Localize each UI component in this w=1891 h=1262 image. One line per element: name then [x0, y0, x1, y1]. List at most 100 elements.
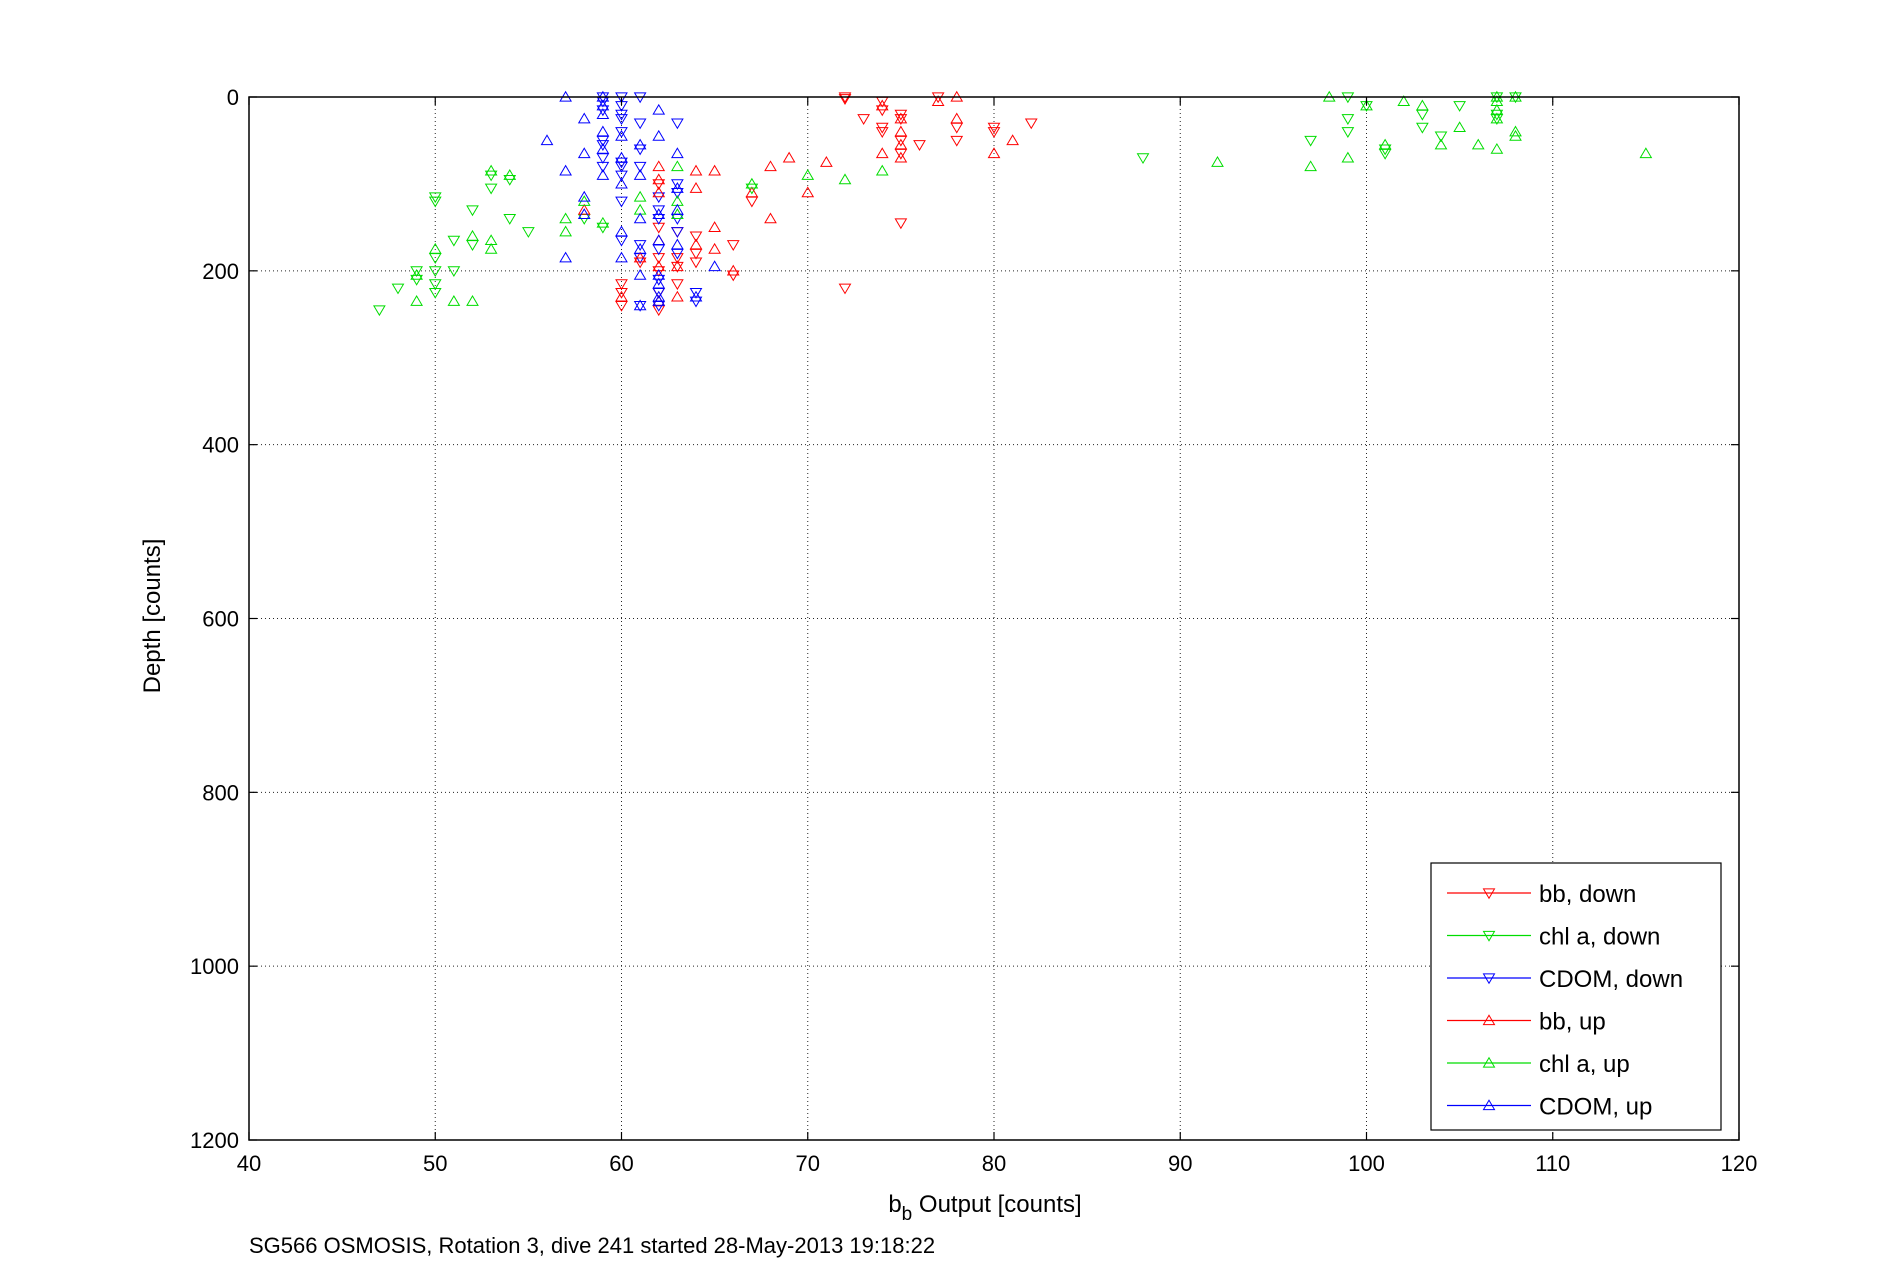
data-point — [671, 279, 684, 291]
y-tick-label: 1200 — [190, 1128, 239, 1153]
data-point — [615, 279, 628, 291]
data-point — [577, 147, 591, 159]
data-point — [689, 238, 703, 250]
legend-marker — [1482, 1014, 1496, 1026]
legend-marker — [1482, 973, 1496, 985]
data-point — [652, 173, 666, 185]
data-point — [596, 125, 610, 137]
data-point — [652, 214, 666, 225]
data-point — [633, 257, 647, 269]
data-point — [428, 266, 442, 278]
data-point — [596, 105, 610, 117]
x-axis-label-subscript: b — [902, 1204, 913, 1225]
data-point — [894, 114, 908, 125]
y-tick-label: 200 — [202, 259, 239, 284]
data-point — [671, 182, 684, 193]
data-point — [596, 222, 610, 234]
data-point — [652, 179, 666, 191]
data-point — [931, 95, 945, 106]
data-point — [671, 238, 684, 250]
data-point — [671, 118, 684, 130]
data-point — [894, 218, 908, 230]
legend-label: chl a, down — [1539, 924, 1660, 951]
data-point — [875, 105, 889, 117]
data-point — [1341, 151, 1355, 163]
data-point — [689, 290, 703, 302]
legend-entry: bb, down — [1447, 881, 1636, 908]
data-point — [1490, 112, 1504, 124]
data-point — [596, 161, 610, 173]
data-point — [633, 212, 647, 224]
data-point — [838, 173, 852, 185]
legend-label: CDOM, up — [1539, 1094, 1652, 1121]
data-point — [615, 127, 628, 138]
data-point — [652, 277, 666, 289]
series-6 — [540, 90, 721, 311]
legend-entry: chl a, up — [1447, 1051, 1630, 1078]
data-point — [1509, 129, 1522, 141]
data-point — [894, 125, 908, 137]
data-point — [652, 205, 666, 217]
data-point — [764, 212, 777, 224]
data-point — [559, 212, 572, 224]
data-point — [410, 268, 423, 280]
data-point — [857, 114, 870, 125]
data-point — [522, 227, 535, 238]
data-point — [615, 170, 628, 182]
x-tick-label: 40 — [237, 1151, 261, 1176]
data-point — [428, 242, 442, 254]
data-point — [838, 94, 852, 105]
data-points — [373, 90, 1653, 317]
data-point — [615, 177, 628, 189]
data-point — [708, 242, 721, 254]
data-point — [708, 221, 721, 232]
data-point — [875, 127, 889, 138]
data-point — [652, 103, 666, 115]
data-point — [1471, 138, 1485, 150]
data-point — [1397, 95, 1411, 106]
data-point — [671, 227, 684, 238]
data-point — [559, 251, 572, 263]
legend-label: CDOM, down — [1539, 966, 1683, 993]
data-point — [428, 196, 442, 208]
grid-lines — [249, 97, 1739, 1140]
data-point — [1453, 101, 1466, 112]
data-point — [596, 140, 610, 152]
data-point — [1378, 138, 1392, 150]
data-point — [875, 164, 889, 176]
legend-box — [1430, 862, 1722, 1131]
data-point — [615, 287, 628, 299]
data-point — [894, 138, 908, 150]
data-point — [801, 186, 815, 198]
data-point — [671, 147, 684, 159]
y-tick-label: 400 — [202, 433, 239, 458]
data-point — [484, 170, 498, 182]
data-point — [615, 290, 628, 302]
legend-label: bb, down — [1539, 881, 1636, 908]
data-point — [708, 164, 721, 176]
data-point — [745, 177, 759, 189]
data-point — [577, 203, 591, 215]
data-point — [708, 260, 721, 272]
data-point — [987, 147, 1001, 159]
legend-marker — [1482, 1099, 1496, 1111]
legend-marker — [1482, 888, 1496, 900]
data-point — [745, 186, 759, 198]
data-point — [466, 205, 479, 217]
data-point — [726, 270, 740, 282]
data-point — [782, 151, 796, 163]
data-point — [689, 296, 703, 308]
x-tick-label: 90 — [1168, 1151, 1192, 1176]
data-point — [671, 261, 684, 273]
data-point — [652, 290, 666, 302]
data-point — [410, 295, 423, 306]
y-tick-label: 600 — [202, 607, 239, 632]
data-point — [633, 138, 647, 150]
data-point — [1024, 118, 1038, 130]
data-point — [503, 174, 517, 186]
data-point — [671, 260, 684, 272]
data-point — [1434, 131, 1448, 143]
data-point — [391, 283, 405, 295]
data-point — [484, 242, 498, 254]
